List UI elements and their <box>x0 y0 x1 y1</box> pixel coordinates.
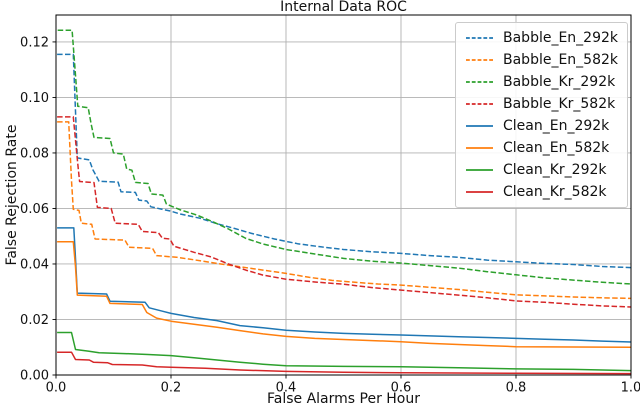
legend-item-babble_en_292k: Babble_En_292k <box>465 31 627 45</box>
solid-line-sample-icon <box>466 191 493 193</box>
y-tick-label-0.02: 0.02 <box>20 313 49 328</box>
legend-label: Babble_Kr_292k <box>503 74 616 90</box>
dashed-line-sample-icon <box>466 81 493 83</box>
y-tick-label-0.10: 0.10 <box>20 91 49 106</box>
legend-label: Babble_En_582k <box>503 52 619 68</box>
legend-item-clean_kr_292k: Clean_Kr_292k <box>465 163 627 177</box>
legend-label: Clean_Kr_582k <box>503 184 607 200</box>
solid-line-sample-icon <box>466 125 493 127</box>
series-line-babble_kr_582k <box>57 116 632 308</box>
y-axis-label: False Rejection Rate <box>4 124 20 266</box>
x-axis-label: False Alarms Per Hour <box>266 391 420 407</box>
legend-item-clean_en_582k: Clean_En_582k <box>465 141 627 155</box>
legend-item-babble_kr_292k: Babble_Kr_292k <box>465 75 627 89</box>
legend-item-babble_en_582k: Babble_En_582k <box>465 53 627 67</box>
solid-line-sample-icon <box>466 147 493 149</box>
y-tick-label-0.00: 0.00 <box>20 369 49 384</box>
tick-marks <box>52 41 632 379</box>
series-line-clean_en_292k <box>57 227 632 343</box>
y-tick-label-0.04: 0.04 <box>20 257 49 272</box>
y-tick-label-0.12: 0.12 <box>20 35 49 50</box>
legend-item-babble_kr_582k: Babble_Kr_582k <box>465 97 627 111</box>
x-tick-label-0.8: 0.8 <box>506 381 527 396</box>
series-line-clean_en_582k <box>57 241 632 348</box>
x-tick-label-1.0: 1.0 <box>621 381 640 396</box>
series-line-babble_en_292k <box>57 53 632 269</box>
y-tick-label-0.06: 0.06 <box>20 202 49 217</box>
x-tick-label-0.0: 0.0 <box>46 381 67 396</box>
dashed-line-sample-icon <box>466 37 493 39</box>
series-line-clean_kr_582k <box>57 351 632 375</box>
legend: Babble_En_292k Babble_En_582k Babble_Kr_29… <box>455 22 628 208</box>
dashed-line-sample-icon <box>466 103 493 105</box>
series-line-babble_en_582k <box>57 121 632 300</box>
legend-label: Clean_En_582k <box>503 140 610 156</box>
legend-label: Clean_En_292k <box>503 118 610 134</box>
y-tick-label-0.08: 0.08 <box>20 146 49 161</box>
chart-title: Internal Data ROC <box>280 0 407 15</box>
legend-label: Babble_En_292k <box>503 30 619 46</box>
legend-item-clean_en_292k: Clean_En_292k <box>465 119 627 133</box>
solid-line-sample-icon <box>466 169 493 171</box>
x-tick-label-0.4: 0.4 <box>276 381 297 396</box>
plot-frame <box>55 14 632 376</box>
legend-item-clean_kr_582k: Clean_Kr_582k <box>465 185 627 199</box>
series-line-clean_kr_292k <box>57 331 632 372</box>
x-tick-label-0.6: 0.6 <box>391 381 412 396</box>
dashed-line-sample-icon <box>466 59 493 61</box>
series-line-babble_kr_292k <box>57 29 632 285</box>
legend-label: Babble_Kr_582k <box>503 96 616 112</box>
x-tick-label-0.2: 0.2 <box>161 381 182 396</box>
legend-label: Clean_Kr_292k <box>503 162 607 178</box>
